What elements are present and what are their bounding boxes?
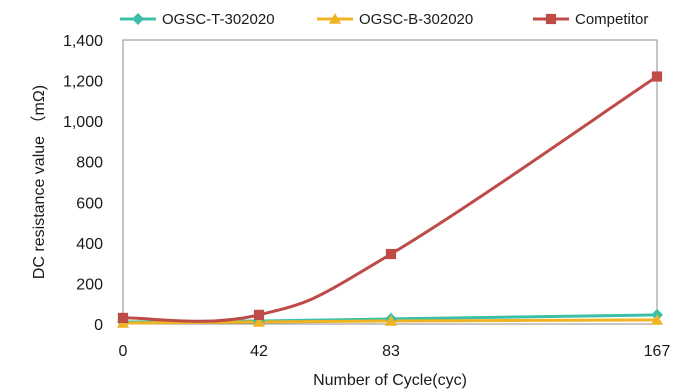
- x-tick-label: 42: [250, 343, 268, 360]
- y-tick-label: 400: [76, 236, 103, 253]
- y-tick-label: 1,200: [63, 74, 103, 91]
- legend-label: OGSC-B-302020: [359, 11, 473, 28]
- data-point-OGSC-B-302020: [253, 315, 265, 327]
- y-axis-title: DC resistance value （mΩ): [30, 85, 48, 279]
- data-point-Competitor: [253, 309, 265, 320]
- legend-marker-Competitor: [545, 13, 557, 25]
- x-axis-title: Number of Cycle(cyc): [313, 372, 467, 389]
- legend-marker-OGSC-T-302020: [132, 13, 144, 25]
- legend-label: Competitor: [575, 11, 648, 28]
- data-point-OGSC-B-302020: [651, 313, 663, 325]
- series-line-Competitor: [122, 75, 658, 323]
- y-tick-label: 600: [76, 195, 103, 212]
- data-point-Competitor: [651, 71, 663, 82]
- data-point-Competitor: [117, 312, 129, 324]
- data-point-OGSC-B-302020: [385, 314, 397, 326]
- y-tick-label: 1,400: [63, 33, 103, 50]
- legend-marker-OGSC-B-302020: [329, 13, 341, 24]
- x-tick-label: 0: [119, 343, 128, 360]
- data-point-Competitor: [385, 248, 397, 260]
- y-tick-label: 800: [76, 155, 103, 172]
- plot-area-frame: [122, 39, 658, 325]
- y-tick-label: 0: [94, 317, 103, 334]
- y-tick-label: 1,000: [63, 114, 103, 131]
- x-tick-label: 83: [382, 343, 400, 360]
- x-tick-label: 167: [644, 343, 671, 360]
- y-tick-label: 200: [76, 276, 103, 293]
- legend-label: OGSC-T-302020: [162, 11, 275, 28]
